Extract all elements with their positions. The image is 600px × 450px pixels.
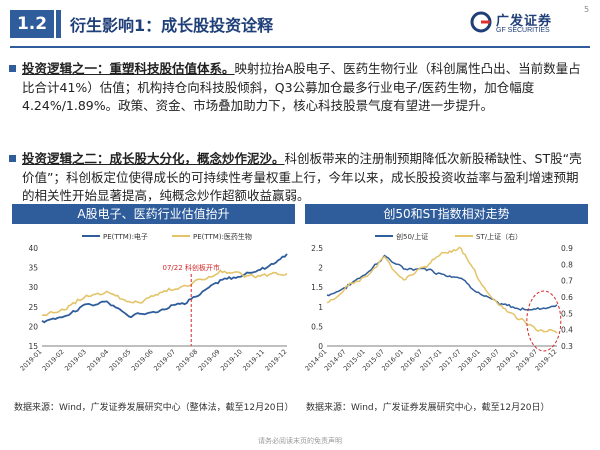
paragraph-logic-2: 投资逻辑之二：成长股大分化，概念炒作泥沙。科创板带来的注册制预期降低次新股稀缺性…	[9, 150, 588, 206]
relative-index-line-chart: 创50/上证 ST/上证（右） 0 0.5 1 1.5 2 2.5 0.3 0.4 0.5 0.6 0.…	[305, 232, 573, 373]
x-tick-label: 2019-01	[19, 348, 44, 373]
y-right-tick-label: 0.9	[561, 244, 573, 253]
section-accent-bar	[56, 10, 61, 38]
y-tick-label: 20	[28, 322, 38, 331]
y-left-tick-label: 0.5	[311, 322, 323, 331]
x-tick-label: 2019-07	[152, 348, 177, 373]
chart-title-left: A股电子、医药行业估值抬升	[12, 204, 295, 224]
series-line-electronics	[41, 253, 288, 324]
header-divider	[10, 46, 590, 48]
bullet-square-icon	[9, 155, 16, 162]
paragraph-lead: 投资逻辑之二：成长股大分化，概念炒作泥沙。	[22, 151, 285, 166]
logo-mark-icon	[470, 11, 492, 33]
y-right-tick-label: 0.6	[561, 293, 573, 302]
x-tick-label: 2019-05	[108, 348, 133, 373]
y-tick-label: 25	[28, 303, 38, 312]
legend-label-st: ST/上证（右）	[476, 232, 522, 241]
data-source-left: 数据来源：Wind，广发证券发展研究中心（整体法，截至12月20日）	[14, 403, 294, 413]
highlight-circle	[526, 290, 562, 352]
slide-header: 1.2 衍生影响1：成长股投资诠释 广发证券 GF SECURITIES 5	[0, 0, 600, 44]
paragraph-body: 科创板带来的注册制预期降低次新股稀缺性、ST股“壳价值”；科创板定位使得成长的可…	[22, 151, 582, 203]
y-right-tick-label: 0.5	[561, 309, 573, 318]
paragraph-logic-1: 投资逻辑之一：重塑科技股估值体系。映射拉抬A股电子、医药生物行业（科创属性凸出、…	[9, 60, 588, 116]
marker-label: 07/22 科创板开市	[163, 263, 220, 272]
valuation-line-chart: PE(TTM):电子 PE(TTM):医药生物 15 20 25 30 35 40 2019-0…	[19, 232, 289, 373]
logo-text-en: GF SECURITIES	[496, 27, 550, 34]
paragraph-lead: 投资逻辑之一：重塑科技股估值体系。	[22, 61, 235, 76]
section-number: 1.2	[10, 10, 54, 38]
x-tick-label: 2019-09	[197, 348, 222, 373]
series-line-st	[326, 246, 558, 334]
y-left-tick-label: 2	[318, 264, 323, 273]
y-left-tick-label: 2.5	[311, 244, 323, 253]
slide-title: 衍生影响1：成长股投资诠释	[70, 16, 274, 35]
y-right-tick-label: 0.4	[561, 326, 573, 335]
x-tick-label: 2019-03	[63, 348, 88, 373]
x-tick-label: 2019-12	[264, 348, 289, 373]
y-right-tick-label: 0.7	[561, 277, 573, 286]
chart-title-right: 创50和ST指数相对走势	[305, 204, 588, 224]
logo-text-cn: 广发证券	[496, 14, 553, 29]
company-logo: 广发证券 GF SECURITIES	[470, 9, 590, 39]
x-tick-label: 2019-02	[41, 348, 66, 373]
data-source-right: 数据来源：Wind，广发证券发展研究中心，截至12月20日）	[306, 403, 550, 413]
bullet-square-icon	[9, 65, 16, 72]
series-line-gem50	[326, 254, 558, 311]
y-tick-label: 15	[28, 342, 38, 351]
y-tick-label: 30	[28, 283, 38, 292]
paragraph-body: 映射拉抬A股电子、医药生物行业（科创属性凸出、当前数量占比合计41%）估值；机构…	[22, 61, 581, 113]
x-tick-label: 2019-10	[219, 348, 244, 373]
y-tick-label: 40	[28, 244, 38, 253]
series-line-pharma	[41, 269, 288, 317]
legend-label-electronics: PE(TTM):电子	[103, 232, 148, 241]
legend-label-pharma: PE(TTM):医药生物	[193, 232, 252, 241]
page-number: 5	[584, 5, 590, 14]
x-tick-label: 2019-04	[85, 348, 110, 373]
y-left-tick-label: 1.5	[311, 283, 323, 292]
legend-label-gem50: 创50/上证	[396, 232, 428, 241]
y-right-tick-label: 0.3	[561, 342, 573, 351]
disclaimer-note: 请务必阅读末页的免责声明	[258, 437, 342, 445]
x-tick-label: 2019-08	[174, 348, 199, 373]
y-left-tick-label: 0	[318, 342, 323, 351]
y-left-tick-label: 1	[318, 303, 323, 312]
y-tick-label: 35	[28, 264, 38, 273]
x-tick-label: 2019-06	[130, 348, 155, 373]
x-tick-label: 2019-11	[241, 348, 266, 373]
y-right-tick-label: 0.8	[561, 260, 573, 269]
